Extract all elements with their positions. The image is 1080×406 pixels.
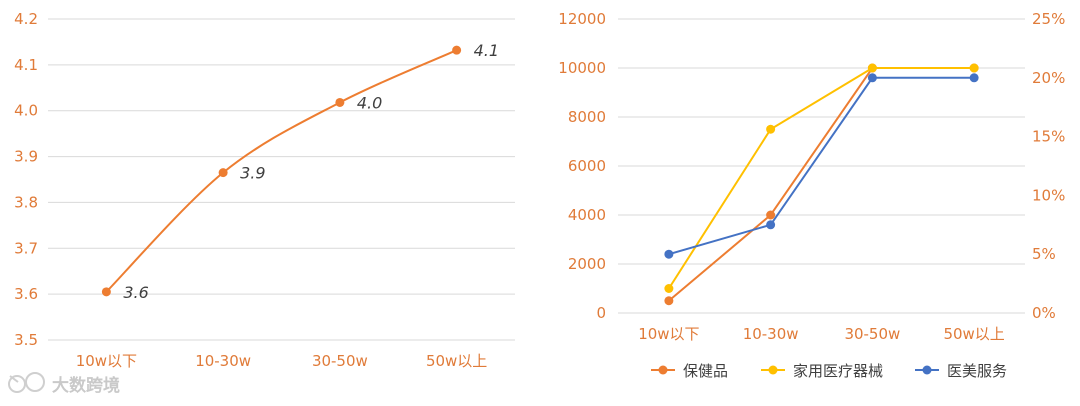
data-point [664,284,674,293]
x-tick-label: 50w以上 [426,352,487,370]
y-tick-label: 4000 [568,206,606,224]
y-tick-label: 3.6 [14,285,38,303]
legend-item: 家用医疗器械 [761,362,883,380]
data-point [766,124,776,134]
legend: 保健品 家用医疗器械 医美服务 [651,362,1007,380]
legend-item: 医美服务 [915,362,1007,380]
y-tick-label: 4.2 [14,10,38,28]
series-line [105,49,458,293]
y-tick-label: 3.9 [14,148,38,166]
y-tick-label: 10000 [558,59,606,77]
watermark-logo-icon [8,372,45,393]
data-label: 3.6 [123,283,148,302]
data-label: 4.1 [474,41,499,60]
data-point [452,45,462,55]
y-tick-label: 4.1 [14,56,38,74]
x-tick-label: 10-30w [195,352,251,370]
series-line [668,67,975,302]
y-tick-label: 8000 [568,108,606,126]
data-point [766,210,776,220]
data-point [766,220,776,230]
legend-marker [922,365,932,375]
y-tick-label: 2000 [568,255,606,273]
y2-tick-label: 0% [1032,304,1056,322]
data-point [335,97,345,107]
y-tick-label: 4.0 [14,102,38,120]
legend-label: 家用医疗器械 [793,362,883,380]
y-tick-label: 3.8 [14,193,38,211]
right-chart: 0 2000 4000 6000 8000 10000 12000 0% 5% 10% 15% 20%… [558,10,1065,380]
y2-tick-label: 10% [1032,186,1065,204]
legend-marker [768,365,778,375]
y-tick-label: 12000 [558,10,606,28]
watermark-text: 大数跨境 [52,375,120,396]
data-point [969,63,979,73]
data-point [101,287,111,297]
y-tick-label: 3.7 [14,239,38,257]
data-point [867,73,877,83]
x-tick-label: 10w以下 [638,325,699,343]
y-tick-label: 6000 [568,157,606,175]
y-tick-label: 3.5 [14,331,38,349]
legend-label: 保健品 [683,362,728,380]
data-label: 4.0 [357,93,382,112]
series-line [668,76,975,256]
series-line [668,67,975,290]
x-tick-label: 50w以上 [943,325,1004,343]
watermark: 大数跨境 [8,372,120,396]
left-chart: 3.5 3.6 3.7 3.8 3.9 4.0 4.1 4.2 10w以下 10-30w 30-50… [14,10,515,370]
data-label: 3.9 [240,164,265,183]
x-tick-label: 10w以下 [76,352,137,370]
x-tick-label: 30-50w [312,352,368,370]
legend-item: 保健品 [651,362,728,380]
data-point [218,168,228,178]
legend-label: 医美服务 [947,362,1007,380]
data-point [867,63,877,73]
y2-tick-label: 20% [1032,69,1065,87]
data-point [969,73,979,83]
data-point [664,249,674,259]
x-tick-label: 10-30w [743,325,799,343]
y2-tick-label: 5% [1032,245,1056,263]
y2-tick-label: 15% [1032,128,1065,146]
data-point [664,296,674,306]
x-tick-label: 30-50w [844,325,900,343]
y-tick-label: 0 [596,304,606,322]
legend-marker [658,365,668,375]
y2-tick-label: 25% [1032,10,1065,28]
